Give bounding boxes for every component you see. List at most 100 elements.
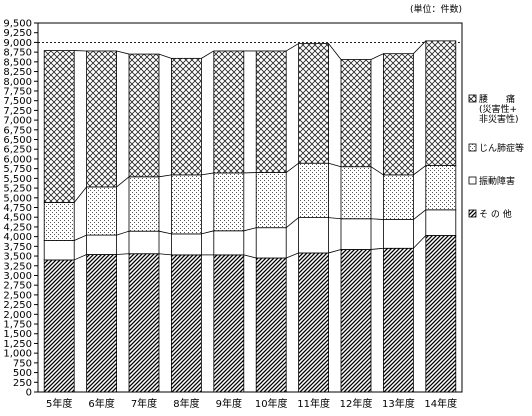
y-tick-label: 0 — [26, 388, 32, 399]
bar-segment — [43, 259, 75, 393]
x-category-label: 13年度 — [382, 397, 415, 410]
bar-segment — [128, 53, 160, 178]
series-connector-line — [413, 235, 427, 249]
y-tick-label: 1,250 — [3, 339, 32, 350]
y-tick-label: 500 — [13, 368, 32, 379]
y-tick-label: 1,500 — [3, 329, 32, 340]
series-connector-line — [370, 218, 384, 220]
plot-area: 02505007501,0001,2501,5001,7502,0002,250… — [3, 19, 463, 410]
legend-swatch — [468, 209, 477, 218]
series-connector-line — [285, 43, 299, 52]
bar-segment — [43, 240, 75, 261]
y-tick-label: 6,000 — [3, 154, 32, 165]
bar-segment — [128, 230, 160, 255]
y-tick-label: 4,000 — [3, 232, 32, 243]
series-connector-line — [328, 162, 342, 168]
y-tick-label: 6,250 — [3, 145, 32, 156]
y-tick-label: 1,750 — [3, 320, 32, 331]
legend-label: 振動障害 — [479, 175, 515, 187]
bar-segment — [298, 162, 330, 218]
x-category-label: 10年度 — [255, 397, 288, 410]
series-connector-line — [116, 176, 130, 188]
legend-swatch — [468, 143, 477, 152]
bar-segment — [382, 219, 414, 249]
y-tick-label: 7,500 — [3, 96, 32, 107]
bar-segment — [298, 217, 330, 254]
x-category-label: 9年度 — [216, 397, 242, 410]
x-category-label: 11年度 — [297, 397, 330, 410]
y-tick-label: 7,250 — [3, 106, 32, 117]
series-connector-line — [74, 254, 87, 261]
bar-segment — [425, 165, 457, 211]
series-connector-line — [201, 230, 214, 235]
legend-label: 腰 痛 — [479, 93, 515, 105]
series-connector-line — [158, 174, 172, 178]
x-category-label: 14年度 — [424, 397, 457, 410]
bar-segment — [382, 174, 414, 220]
y-tick-label: 8,000 — [3, 77, 32, 88]
y-tick-label: 3,750 — [3, 242, 32, 253]
legend-label: じん肺症等 — [479, 142, 524, 154]
y-tick-label: 9,000 — [3, 38, 32, 49]
y-tick-label: 9,500 — [3, 19, 32, 30]
y-tick-label: 2,500 — [3, 290, 32, 301]
bar-segment — [170, 57, 202, 176]
bar-segment — [425, 209, 457, 236]
y-tick-label: 4,750 — [3, 203, 32, 214]
series-connector-line — [201, 50, 215, 59]
series-connector-line — [116, 50, 130, 55]
bar-segment — [382, 247, 414, 393]
series-connector-line — [158, 230, 172, 235]
x-category-label: 12年度 — [340, 397, 373, 410]
legend-label: 非災害性) — [479, 113, 519, 125]
unit-label: (単位：件数) — [410, 3, 462, 15]
series-connector-line — [243, 254, 257, 259]
y-tick-label: 3,500 — [3, 252, 32, 263]
bar-segment — [170, 254, 202, 393]
bar-segment — [213, 50, 245, 174]
bar-segment — [425, 40, 457, 166]
bar-segment — [255, 172, 287, 229]
series-connector-line — [158, 53, 172, 59]
y-tick-label: 3,250 — [3, 261, 32, 272]
bar-segment — [298, 252, 330, 393]
bar-segment — [340, 59, 372, 168]
series-connector-line — [116, 253, 130, 255]
bar-segment — [255, 50, 287, 173]
x-category-label: 5年度 — [46, 397, 72, 410]
series-connector-line — [370, 53, 384, 60]
bar-segment — [43, 202, 75, 241]
y-tick-label: 250 — [13, 378, 32, 389]
series-connector-line — [370, 247, 384, 250]
bar-segment — [298, 43, 330, 164]
bar-segment — [170, 174, 202, 235]
y-tick-label: 5,500 — [3, 174, 32, 185]
legend-label: そ の 他 — [479, 208, 512, 220]
series-connector-line — [285, 162, 299, 173]
bar-segment — [213, 254, 245, 393]
y-tick-label: 7,750 — [3, 86, 32, 97]
bar-segment — [86, 234, 117, 255]
y-tick-label: 8,500 — [3, 57, 32, 68]
y-tick-label: 6,750 — [3, 125, 32, 136]
series-connector-line — [243, 227, 257, 232]
series-connector-line — [413, 40, 427, 54]
series-connector-line — [328, 217, 342, 220]
bar-segment — [43, 50, 75, 203]
series-connector-line — [413, 209, 427, 220]
series-connector-line — [370, 166, 384, 176]
legend-label: (災害性+ — [479, 103, 517, 115]
bar-segment — [340, 249, 372, 393]
y-tick-label: 5,000 — [3, 193, 32, 204]
y-tick-label: 8,250 — [3, 67, 32, 78]
series-connector-line — [285, 217, 299, 229]
series-connector-line — [116, 230, 130, 236]
bar-segment — [255, 257, 287, 393]
series-connector-line — [286, 252, 299, 259]
series-connector-line — [74, 234, 87, 241]
y-tick-label: 5,250 — [3, 184, 32, 195]
y-tick-label: 5,750 — [3, 164, 32, 175]
bar-segment — [213, 230, 245, 256]
y-tick-label: 2,750 — [3, 281, 32, 292]
